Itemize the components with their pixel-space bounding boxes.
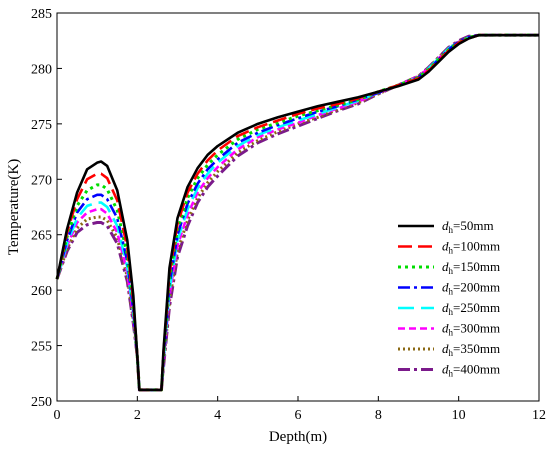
x-tick-label: 2 bbox=[134, 408, 141, 423]
legend: dh=50mm dh=100mm dh=150mm dh=200mm dh=250mm d… bbox=[398, 218, 500, 379]
legend-label: dh=400mm bbox=[442, 362, 500, 379]
series-line-8 bbox=[55, 33, 539, 392]
y-tick-label: 275 bbox=[31, 118, 52, 133]
x-tick-label: 10 bbox=[452, 408, 466, 423]
y-tick-label: 270 bbox=[31, 173, 52, 188]
x-tick-label: 8 bbox=[375, 408, 382, 423]
series-line-2 bbox=[55, 33, 539, 392]
y-axis-label: Temperature(K) bbox=[6, 159, 22, 255]
legend-label: dh=200mm bbox=[442, 280, 500, 297]
series-line-3 bbox=[55, 33, 539, 392]
y-tick-label: 250 bbox=[31, 395, 52, 410]
x-tick-label: 12 bbox=[532, 408, 546, 423]
series-line-1 bbox=[55, 33, 539, 392]
legend-label: dh=350mm bbox=[442, 341, 500, 358]
series-line-5 bbox=[55, 33, 539, 392]
x-tick-label: 6 bbox=[295, 408, 302, 423]
legend-label: dh=300mm bbox=[442, 321, 500, 338]
series-line-6 bbox=[55, 33, 539, 392]
y-tick-label: 285 bbox=[31, 7, 52, 22]
y-tick-label: 265 bbox=[31, 229, 52, 244]
legend-label: dh=50mm bbox=[442, 218, 494, 235]
x-axis-label: Depth(m) bbox=[269, 429, 327, 445]
x-tick-label: 0 bbox=[54, 408, 61, 423]
legend-label: dh=100mm bbox=[442, 239, 500, 256]
legend-label: dh=250mm bbox=[442, 300, 500, 317]
y-tick-label: 255 bbox=[31, 340, 52, 355]
series-line-4 bbox=[55, 33, 539, 392]
series-line-7 bbox=[55, 33, 539, 392]
y-tick-label: 280 bbox=[31, 62, 52, 77]
legend-label: dh=150mm bbox=[442, 259, 500, 276]
x-tick-label: 4 bbox=[214, 408, 221, 423]
y-tick-label: 260 bbox=[31, 284, 52, 299]
